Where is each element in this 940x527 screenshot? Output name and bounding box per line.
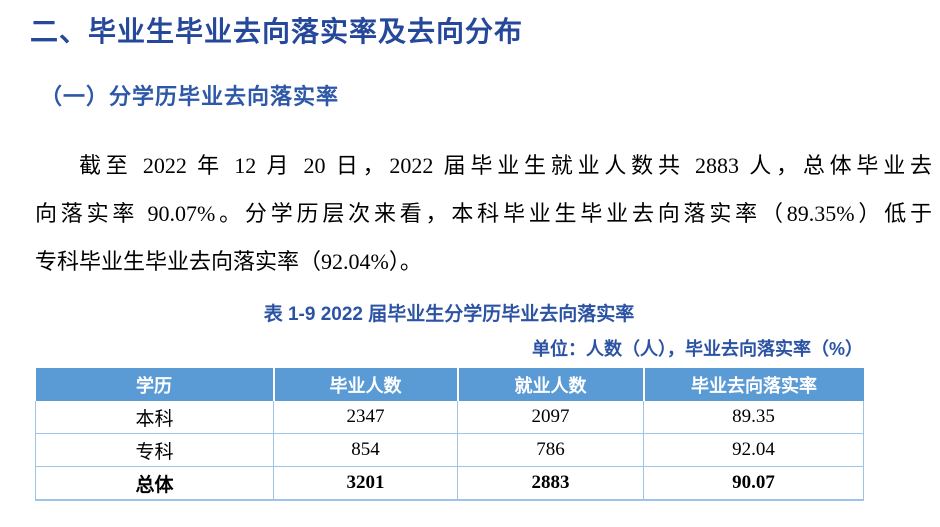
cell-graduates-count: 3201 xyxy=(273,466,458,501)
paragraph-line-2: 向落实率 90.07%。分学历层次来看，本科毕业生毕业去向落实率（89.35%）… xyxy=(35,201,932,226)
cell-degree: 专科 xyxy=(35,433,274,467)
cell-degree: 总体 xyxy=(35,466,274,501)
cell-graduates-count: 854 xyxy=(273,433,458,467)
column-header-degree: 学历 xyxy=(35,368,274,401)
table-section: 表 1-9 2022 届毕业生分学历毕业去向落实率 单位：人数（人），毕业去向落… xyxy=(35,300,864,501)
cell-placement-rate: 92.04 xyxy=(643,433,864,467)
degree-placement-table: 学历 毕业人数 就业人数 毕业去向落实率 本科 2347 2097 89.35 … xyxy=(35,368,864,501)
cell-placement-rate: 89.35 xyxy=(643,401,864,434)
column-header-graduates-count: 毕业人数 xyxy=(272,368,458,401)
cell-employed-count: 786 xyxy=(457,433,644,467)
cell-graduates-count: 2347 xyxy=(273,401,458,434)
cell-placement-rate: 90.07 xyxy=(643,466,864,501)
paragraph-line-1: 截至 2022 年 12 月 20 日，2022 届毕业生就业人数共 2883 … xyxy=(79,153,932,178)
table-unit-note: 单位：人数（人），毕业去向落实率（%） xyxy=(531,339,863,359)
cell-employed-count: 2097 xyxy=(457,401,644,434)
subsection-heading: （一）分学历毕业去向落实率 xyxy=(40,84,340,109)
table-row-undergraduate: 本科 2347 2097 89.35 xyxy=(35,401,864,434)
section-heading: 二、毕业生毕业去向落实率及去向分布 xyxy=(30,16,524,47)
cell-degree: 本科 xyxy=(35,401,274,434)
column-header-placement-rate: 毕业去向落实率 xyxy=(642,368,864,401)
table-title: 表 1-9 2022 届毕业生分学历毕业去向落实率 xyxy=(263,304,635,325)
table-row-total: 总体 3201 2883 90.07 xyxy=(35,466,864,501)
table-row-junior-college: 专科 854 786 92.04 xyxy=(35,433,864,467)
table-header-row: 学历 毕业人数 就业人数 毕业去向落实率 xyxy=(35,368,864,401)
paragraph-line-3: 专科毕业生毕业去向落实率（92.04%）。 xyxy=(35,249,422,274)
body-paragraph: 截至 2022 年 12 月 20 日，2022 届毕业生就业人数共 2883 … xyxy=(35,142,932,286)
column-header-employed-count: 就业人数 xyxy=(456,368,644,401)
cell-employed-count: 2883 xyxy=(457,466,644,501)
